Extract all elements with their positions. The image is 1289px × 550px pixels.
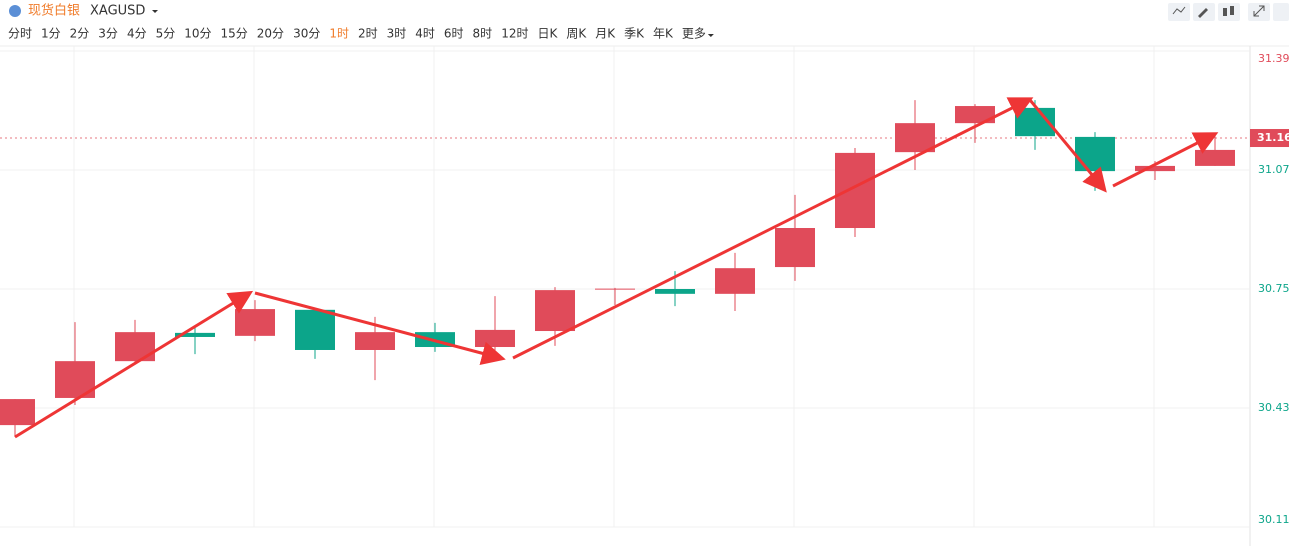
last-price-label: 31.16 xyxy=(1257,131,1289,144)
icon xyxy=(1253,5,1265,17)
logo xyxy=(9,5,21,17)
timeframe-button[interactable]: 6时 xyxy=(444,27,464,41)
timeframe-button[interactable]: 3时 xyxy=(387,27,407,41)
timeframe-button[interactable]: 分时 xyxy=(8,27,32,41)
last-price-box xyxy=(1250,129,1289,148)
timeframe-button[interactable]: 20分 xyxy=(257,27,284,41)
annotation-arrow xyxy=(1028,99,1107,193)
timeframe-button[interactable]: 更多 xyxy=(682,27,706,41)
candle-body xyxy=(835,152,875,229)
icon xyxy=(1198,8,1208,18)
annotation-arrow xyxy=(14,290,254,439)
timeframe-button[interactable]: 30分 xyxy=(293,27,320,41)
candle-body xyxy=(1195,149,1235,166)
y-tick-label: 30.754 xyxy=(1258,282,1289,295)
tool-button[interactable] xyxy=(1273,3,1289,21)
timeframe-button[interactable]: 1分 xyxy=(41,27,61,41)
timeframe-button[interactable]: 12时 xyxy=(501,27,528,41)
candle-body xyxy=(775,228,815,268)
timeframe-button[interactable]: 5分 xyxy=(156,27,176,41)
y-tick-label: 30.114 xyxy=(1258,513,1289,526)
icon xyxy=(1223,8,1227,16)
annotation-arrow xyxy=(512,97,1034,360)
caret[interactable] xyxy=(152,10,158,13)
symbol[interactable]: XAGUSD xyxy=(90,4,145,19)
candle-body xyxy=(115,332,155,362)
toolbar xyxy=(1168,3,1289,21)
annotation-arrow xyxy=(1112,132,1219,188)
caret[interactable] xyxy=(707,34,714,37)
candle-body xyxy=(1135,165,1175,172)
candle-body xyxy=(355,332,395,350)
symbol-name[interactable]: 现货白银 xyxy=(28,3,80,19)
tool-button[interactable] xyxy=(1168,3,1190,21)
timeframe-button[interactable]: 2时 xyxy=(358,27,378,41)
candle-body xyxy=(235,309,275,336)
candle-body xyxy=(715,268,755,294)
candle-body xyxy=(655,289,695,294)
candle-body xyxy=(895,123,935,153)
timeframe-button[interactable]: 2分 xyxy=(70,27,90,41)
candle-body xyxy=(595,288,635,290)
timeframe-button[interactable]: 4时 xyxy=(415,27,435,41)
annotation-arrow xyxy=(254,291,506,365)
timeframe-button[interactable]: 15分 xyxy=(221,27,248,41)
y-tick-label: 31.074 xyxy=(1258,163,1289,176)
y-tick-label: 30.434 xyxy=(1258,401,1289,414)
timeframe-button[interactable]: 月K xyxy=(595,27,616,41)
timeframe-button[interactable]: 4分 xyxy=(127,27,147,41)
candle-body xyxy=(475,329,515,348)
timeframe-button[interactable]: 年K xyxy=(653,27,674,41)
timeframe-button[interactable]: 8时 xyxy=(473,27,493,41)
tool-button[interactable] xyxy=(1218,3,1240,21)
candle-body xyxy=(0,399,35,426)
timeframe-button[interactable]: 周K xyxy=(566,27,587,41)
icon xyxy=(1172,6,1186,15)
icon xyxy=(1230,6,1234,15)
y-tick-label: 31.394 xyxy=(1258,52,1289,65)
candle-body xyxy=(535,290,575,332)
candle-body xyxy=(175,332,215,337)
timeframe-button[interactable]: 日K xyxy=(537,27,558,41)
candle-body xyxy=(295,309,335,350)
timeframe-button[interactable]: 3分 xyxy=(98,27,118,41)
candle-body xyxy=(1075,136,1115,172)
timeframe-button[interactable]: 10分 xyxy=(184,27,211,41)
timeframe-button[interactable]: 季K xyxy=(624,27,645,41)
candle-body xyxy=(955,106,995,124)
annotation-arrows xyxy=(14,97,1219,439)
timeframe-button[interactable]: 1时 xyxy=(329,27,349,41)
